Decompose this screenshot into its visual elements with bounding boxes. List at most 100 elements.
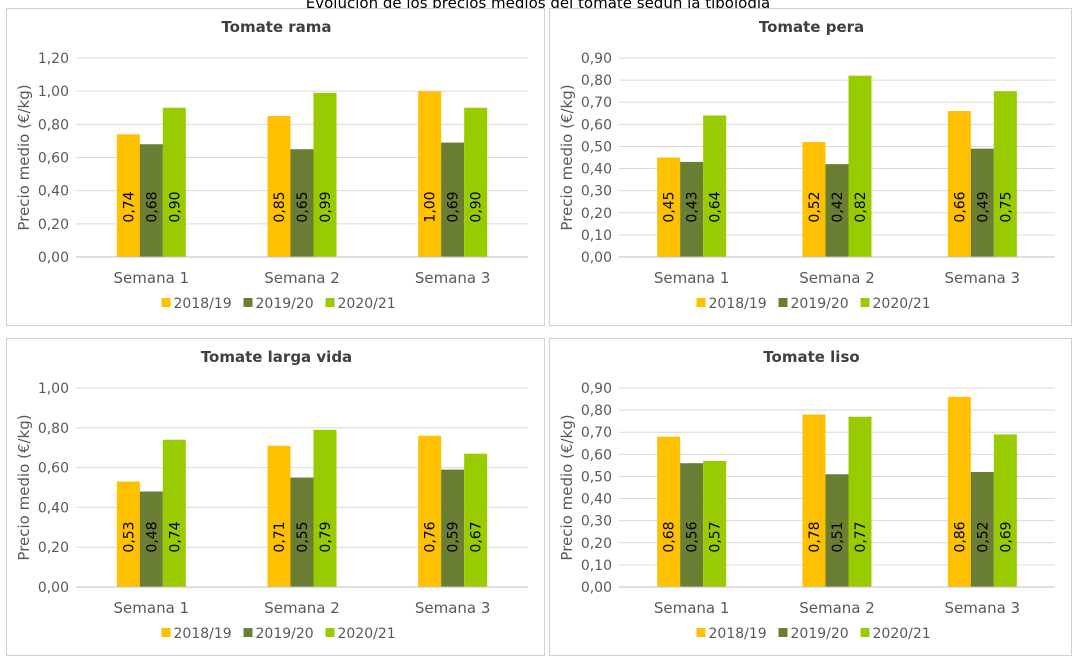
bar-2018-19-semana-1 <box>116 134 140 257</box>
data-label: 0,77 <box>853 521 869 552</box>
chart-panel-tomate-liso: Tomate liso Precio medio (€/kg) 0,00 0,10 0,… <box>549 338 1072 656</box>
bar-2020-21-semana-1 <box>162 107 186 257</box>
legend-swatch-2019-20 <box>778 628 788 637</box>
partial-page-heading: Evolución de los precios medios del toma… <box>305 0 771 10</box>
legend-label: 2019/20 <box>256 626 314 642</box>
data-label: 0,90 <box>469 191 485 222</box>
bar-2020-21-semana-1 <box>703 460 727 587</box>
legend-label: 2018/19 <box>709 626 767 642</box>
bar-2018-19-semana-3 <box>418 91 442 258</box>
x-category-label: Semana 3 <box>945 269 1021 287</box>
y-tick-label: 0,80 <box>581 73 612 89</box>
data-label: 0,51 <box>830 521 846 552</box>
y-tick-label: 0,10 <box>581 228 612 244</box>
y-tick-label: 0,90 <box>581 381 612 397</box>
y-tick-label: 0,40 <box>581 492 612 508</box>
x-category-label: Semana 2 <box>799 599 875 617</box>
y-tick-label: 0,80 <box>581 403 612 419</box>
y-tick-label: 0,10 <box>581 558 612 574</box>
legend-label: 2019/20 <box>791 296 849 312</box>
y-tick-label: 0,30 <box>581 184 612 200</box>
y-tick-label: 0,60 <box>38 461 69 477</box>
y-tick-label: 0,40 <box>38 184 69 200</box>
y-tick-label: 1,00 <box>38 381 69 397</box>
chart-title: Tomate pera <box>759 18 864 36</box>
y-tick-label: 0,20 <box>581 536 612 552</box>
y-tick-label: 0,20 <box>38 540 69 556</box>
data-label: 0,43 <box>685 191 701 222</box>
y-tick-label: 0,70 <box>581 425 612 441</box>
x-category-label: Semana 3 <box>415 269 491 287</box>
data-label: 0,57 <box>708 521 724 552</box>
bar-2018-19-semana-1 <box>657 157 681 257</box>
y-tick-label: 0,90 <box>581 51 612 67</box>
data-label: 0,49 <box>975 191 991 222</box>
bar-2019-20-semana-1 <box>139 491 163 587</box>
chart-svg-tomate-liso: Tomate liso Precio medio (€/kg) 0,00 0,10 0,… <box>558 348 1055 642</box>
bar-2018-19-semana-1 <box>657 436 681 587</box>
data-label: 0,85 <box>272 191 288 222</box>
x-category-label: Semana 3 <box>945 599 1021 617</box>
chart-panel-tomate-pera: Tomate pera Precio medio (€/kg) 0,00 0,10 0,… <box>549 8 1072 326</box>
x-category-label: Semana 1 <box>114 599 190 617</box>
x-category-label: Semana 3 <box>415 599 491 617</box>
bar-2018-19-semana-2 <box>802 414 826 587</box>
data-label: 1,00 <box>423 191 439 222</box>
x-category-label: Semana 1 <box>654 599 730 617</box>
legend-swatch-2018-19 <box>161 298 171 307</box>
y-tick-label: 0,00 <box>38 580 69 596</box>
chart-title: Tomate rama <box>221 18 331 36</box>
chart-title: Tomate liso <box>763 348 859 366</box>
bar-2020-21-semana-3 <box>993 91 1017 258</box>
y-tick-label: 0,00 <box>581 250 612 266</box>
legend-swatch-2018-19 <box>161 628 171 637</box>
data-label: 0,56 <box>685 521 701 552</box>
y-axis-label: Precio medio (€/kg) <box>15 414 33 560</box>
x-category-label: Semana 2 <box>264 599 340 617</box>
data-label: 0,82 <box>853 191 869 222</box>
legend-swatch-2020-21 <box>325 298 335 307</box>
x-category-label: Semana 1 <box>654 269 730 287</box>
y-tick-label: 1,00 <box>38 84 69 100</box>
bar-2020-21-semana-3 <box>464 453 488 587</box>
y-tick-label: 0,20 <box>581 206 612 222</box>
data-label: 0,68 <box>662 521 678 552</box>
legend-label: 2019/20 <box>256 296 314 312</box>
bar-2018-19-semana-3 <box>947 111 971 257</box>
x-category-label: Semana 2 <box>264 269 340 287</box>
legend-swatch-2019-20 <box>243 298 253 307</box>
y-axis-label: Precio medio (€/kg) <box>558 84 576 230</box>
data-label: 0,48 <box>144 521 160 552</box>
bar-2019-20-semana-2 <box>825 474 849 587</box>
y-tick-label: 0,60 <box>38 151 69 167</box>
bar-2018-19-semana-3 <box>947 396 971 587</box>
bar-2020-21-semana-1 <box>703 115 727 257</box>
data-label: 0,65 <box>295 191 311 222</box>
data-label: 0,68 <box>144 191 160 222</box>
chart-title: Tomate larga vida <box>201 348 352 366</box>
legend-label: 2020/21 <box>338 296 396 312</box>
bar-2019-20-semana-1 <box>139 144 163 257</box>
bar-2019-20-semana-3 <box>970 148 994 257</box>
chart-svg-tomate-pera: Tomate pera Precio medio (€/kg) 0,00 0,10 0,… <box>558 18 1055 312</box>
y-tick-label: 0,20 <box>38 217 69 233</box>
bar-2019-20-semana-1 <box>680 463 704 587</box>
data-label: 0,76 <box>423 521 439 552</box>
y-tick-label: 0,00 <box>38 250 69 266</box>
bar-2018-19-semana-2 <box>267 116 291 258</box>
y-tick-label: 0,30 <box>581 514 612 530</box>
bar-2020-21-semana-2 <box>313 92 337 257</box>
legend-swatch-2019-20 <box>778 298 788 307</box>
y-tick-label: 0,60 <box>581 117 612 133</box>
bar-2020-21-semana-3 <box>464 107 488 257</box>
data-label: 0,53 <box>121 521 137 552</box>
legend-swatch-2018-19 <box>696 298 706 307</box>
data-label: 0,52 <box>975 521 991 552</box>
bar-2019-20-semana-3 <box>441 142 465 257</box>
data-label: 0,71 <box>272 521 288 552</box>
bar-2020-21-semana-2 <box>848 75 872 257</box>
data-label: 0,79 <box>318 521 334 552</box>
legend-label: 2018/19 <box>709 296 767 312</box>
bar-2019-20-semana-2 <box>290 477 314 587</box>
data-label: 0,67 <box>469 521 485 552</box>
